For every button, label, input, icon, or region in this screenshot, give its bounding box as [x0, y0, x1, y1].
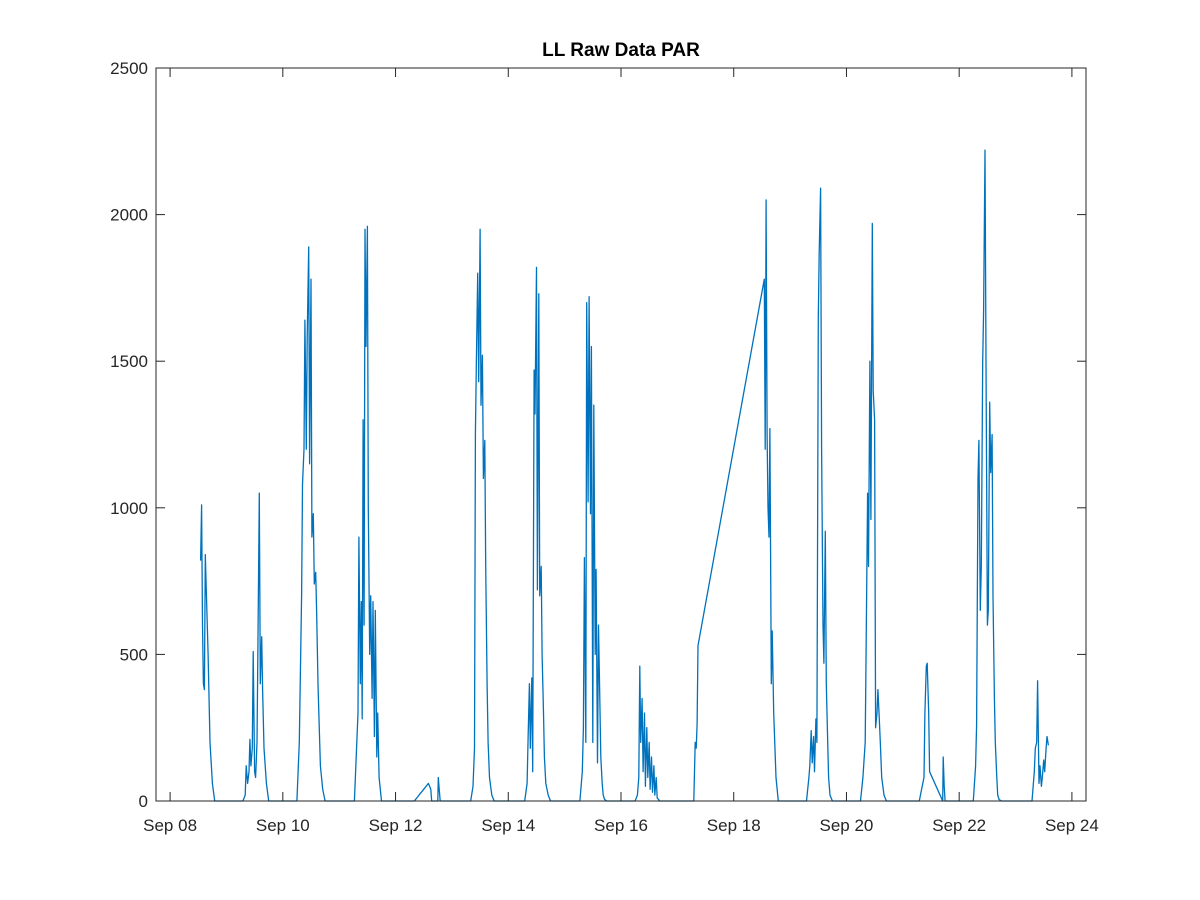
x-tick-label: Sep 18	[707, 816, 761, 835]
series-layer	[199, 149, 1050, 802]
plot-area	[156, 68, 1086, 801]
y-tick-label: 2500	[110, 59, 148, 78]
x-tick-label: Sep 16	[594, 816, 648, 835]
x-tick-label: Sep 14	[481, 816, 535, 835]
x-tick-label: Sep 12	[369, 816, 423, 835]
x-tick-label: Sep 22	[932, 816, 986, 835]
y-tick-label: 1500	[110, 352, 148, 371]
chart-title: LL Raw Data PAR	[542, 40, 700, 61]
x-tick-label: Sep 08	[143, 816, 197, 835]
y-axis: 0 500 1000 1500 2000 2500	[110, 59, 1086, 811]
x-tick-label: Sep 10	[256, 816, 310, 835]
x-tick-label: Sep 24	[1045, 816, 1099, 835]
y-tick-label: 1000	[110, 499, 148, 518]
y-tick-label: 0	[139, 792, 148, 811]
y-tick-label: 2000	[110, 206, 148, 225]
y-tick-label: 500	[120, 645, 148, 664]
series-line-0	[199, 149, 1050, 802]
x-tick-label: Sep 20	[820, 816, 874, 835]
x-axis: Sep 08 Sep 10 Sep 12 Sep 14 Sep 16 Sep 18 Sep …	[143, 68, 1099, 835]
